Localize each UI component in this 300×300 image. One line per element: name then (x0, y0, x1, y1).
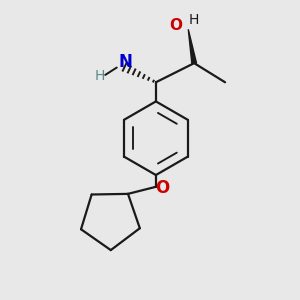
Text: H: H (95, 69, 105, 83)
Text: O: O (169, 18, 182, 33)
Text: N: N (118, 53, 133, 71)
Polygon shape (188, 29, 196, 63)
Text: H: H (188, 13, 199, 27)
Text: O: O (155, 179, 169, 197)
